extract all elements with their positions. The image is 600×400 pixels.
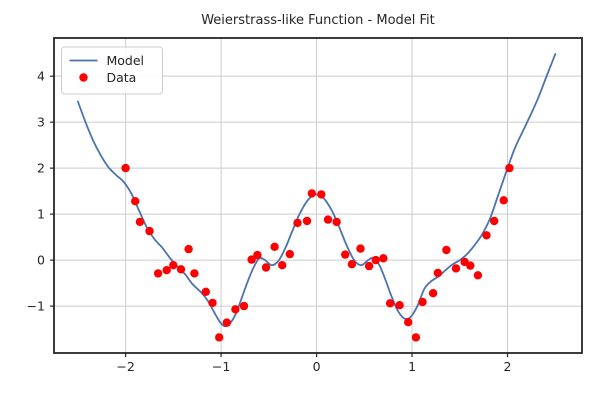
data-point [131,197,140,206]
x-tick-label: 0 [313,359,321,374]
legend-label: Model [107,53,145,68]
data-point [332,217,341,227]
data-point [190,269,199,278]
data-point [302,216,312,226]
data-point [371,255,380,265]
data-point [169,261,178,270]
data-point [201,287,210,296]
data-point [208,298,217,308]
data-point [418,297,427,307]
data-point [215,333,224,342]
data-point [247,255,256,264]
data-point [239,301,249,311]
data-point [162,266,171,275]
data-point [490,216,499,226]
y-tick-label: 3 [37,115,45,130]
x-tick-label: 2 [504,359,512,374]
data-point [356,244,365,253]
data-point [442,245,451,255]
legend-box [61,46,163,95]
data-point [184,244,193,254]
data-point [253,250,262,260]
data-point [293,218,302,228]
y-tick-label: 4 [37,69,45,84]
x-tick-label: −2 [116,359,134,374]
data-point [222,318,231,327]
data-point [176,265,186,274]
data-point [473,271,483,280]
data-point [364,261,374,271]
x-tick-label: −1 [212,359,230,374]
data-point [385,299,395,308]
data-point [341,250,350,259]
model-line [77,53,557,328]
data-point [261,263,271,272]
y-tick-label: 0 [37,253,45,268]
data-point [411,333,421,342]
y-tick-label: 2 [37,161,45,176]
data-point [482,231,491,240]
data-point [505,163,514,173]
data-point [317,190,326,199]
data-point [285,249,294,259]
data-point [153,269,163,278]
data-point [451,264,461,273]
data-point [278,261,287,270]
data-point [270,242,279,251]
chart-title: Weierstrass-like Function - Model Fit [201,13,435,28]
data-point [307,189,316,198]
plot-border [53,37,583,354]
x-tick-label: 1 [408,359,416,374]
data-point [145,226,154,236]
data-point [231,305,240,314]
data-point [323,215,333,224]
legend-dot-sample [79,73,88,82]
data-point [404,318,413,327]
data-point [347,260,357,269]
data-point [428,289,438,298]
data-point [395,301,404,310]
y-tick-label: −1 [27,299,45,314]
data-point [379,254,388,263]
data-point [433,268,442,278]
legend-label: Data [107,70,137,85]
data-point [466,261,475,270]
data-point [121,163,130,173]
data-point [135,217,145,227]
data-point [499,196,508,205]
y-tick-label: 1 [37,207,45,222]
